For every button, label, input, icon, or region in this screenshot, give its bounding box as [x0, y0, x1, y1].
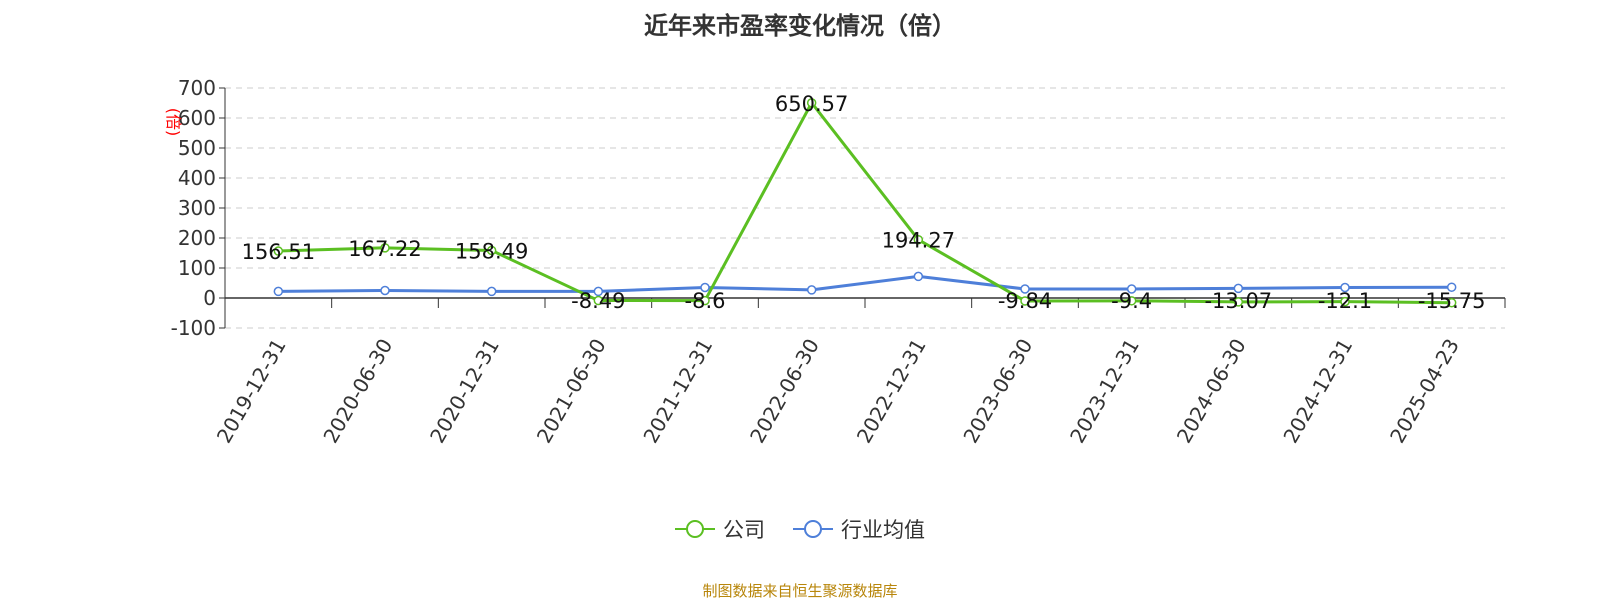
industry-point[interactable] [1446, 282, 1457, 292]
company-data-label: 158.49 [455, 239, 528, 263]
legend-item-industry[interactable]: 行业均值 [793, 514, 925, 544]
company-point[interactable] [913, 234, 924, 245]
company-data-label: -13.07 [1204, 289, 1272, 313]
x-tick-label: 2021-12-31 [638, 335, 717, 448]
y-axis-label: (倍) [164, 108, 183, 137]
company-point[interactable] [700, 295, 710, 306]
legend-industry-icon [793, 520, 833, 538]
y-tick-label: 600 [178, 106, 216, 130]
legend-item-company[interactable]: 公司 [675, 514, 765, 544]
industry-point[interactable] [1340, 282, 1350, 293]
company-point[interactable] [273, 246, 284, 256]
company-point[interactable] [806, 98, 817, 108]
industry-series-line [278, 274, 1452, 293]
company-point[interactable] [1233, 297, 1244, 307]
industry-point[interactable] [806, 285, 817, 295]
data-labels: 156.51 167.22 158.49 -8.49 -8.6 650.57 194.27 -… [242, 92, 1486, 313]
y-tick-label: 100 [178, 256, 216, 280]
company-data-label: 194.27 [882, 229, 955, 253]
legend-industry-label: 行业均值 [841, 518, 925, 542]
industry-point[interactable] [486, 286, 497, 297]
x-tick-label: 2022-06-30 [745, 335, 824, 448]
company-point[interactable] [593, 295, 604, 306]
company-data-label: 156.51 [242, 240, 315, 264]
company-data-label: -9.84 [998, 289, 1052, 313]
company-data-label: 650.57 [775, 92, 848, 116]
industry-point[interactable] [1233, 283, 1244, 294]
series [273, 98, 1457, 308]
legend-company-icon [675, 520, 715, 538]
industry-point[interactable] [1126, 284, 1137, 294]
company-data-label: -15.75 [1418, 289, 1486, 313]
x-tick-label: 2023-06-30 [958, 335, 1037, 448]
x-tick-label: 2020-06-30 [318, 335, 397, 448]
source-note: 制图数据来自恒生聚源数据库 [702, 582, 898, 600]
industry-point[interactable] [1020, 284, 1030, 294]
x-tick-label: 2024-12-31 [1278, 335, 1357, 448]
industry-point[interactable] [380, 285, 390, 296]
company-data-label: 167.22 [348, 237, 421, 261]
x-tick-label: 2021-06-30 [532, 335, 611, 448]
x-tick-label: 2022-12-31 [852, 334, 931, 447]
y-tick-label: 200 [178, 226, 216, 250]
legend: 公司 行业均值 [0, 514, 1600, 544]
company-series-line [278, 101, 1452, 305]
y-tick-label: 300 [178, 196, 216, 220]
x-tick-label: 2023-12-31 [1065, 335, 1144, 448]
x-tick-label: 2019-12-31 [212, 335, 291, 448]
industry-point[interactable] [913, 271, 924, 282]
company-point[interactable] [486, 245, 497, 256]
y-tick-label: -100 [171, 316, 216, 340]
company-point[interactable] [1020, 296, 1030, 306]
company-data-label: -9.4 [1111, 289, 1152, 313]
company-point[interactable] [1126, 296, 1137, 306]
company-data-label: -12.1 [1318, 289, 1372, 313]
company-data-label: -8.6 [685, 289, 726, 313]
company-data-label: -8.49 [571, 289, 625, 313]
y-tick-label: 0 [203, 286, 216, 310]
grid-lines [225, 87, 1505, 329]
company-point[interactable] [1446, 297, 1457, 308]
industry-point[interactable] [700, 282, 710, 293]
x-tick-label: 2025-04-23 [1385, 335, 1464, 448]
x-tick-label: 2024-06-30 [1172, 335, 1251, 448]
y-tick-label: 500 [178, 136, 216, 160]
x-tick-label: 2020-12-31 [425, 334, 504, 447]
industry-point[interactable] [273, 286, 284, 297]
chart-title: 近年来市盈率变化情况（倍） [644, 12, 956, 40]
y-tick-label: 700 [178, 76, 216, 100]
company-point[interactable] [380, 243, 390, 253]
industry-point[interactable] [593, 286, 604, 297]
company-point[interactable] [1340, 296, 1350, 307]
y-tick-label: 400 [178, 166, 216, 190]
legend-company-label: 公司 [723, 518, 765, 542]
